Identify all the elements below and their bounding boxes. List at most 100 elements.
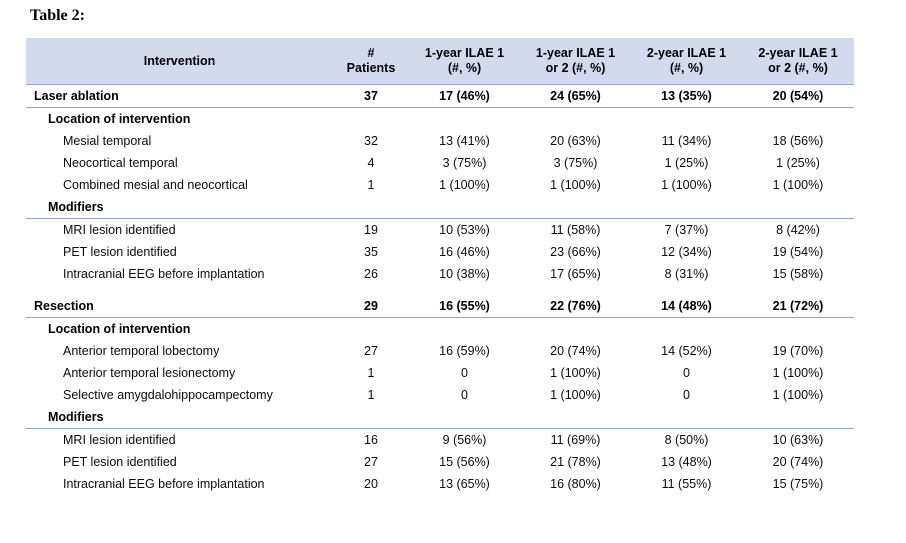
row-value: 1 (100%) <box>550 366 601 380</box>
column-header-2yr-ilae1or2: 2-year ILAE 1 or 2 (#, %) <box>758 46 838 75</box>
row-value: 15 (56%) <box>439 455 490 469</box>
table-row: PET lesion identified 27 15 (56%) 21 (78%) 1… <box>26 451 854 473</box>
row-value: 1 (100%) <box>772 366 824 380</box>
row-value: 11 (69%) <box>550 433 601 447</box>
row-value: 14 (52%) <box>661 344 712 358</box>
row-value: 26 <box>364 267 378 281</box>
table-row: MRI lesion identified 16 9 (56%) 11 (69%) 8 … <box>26 429 854 451</box>
table-row: MRI lesion identified 19 10 (53%) 11 (58%) 7… <box>26 219 854 241</box>
table-row: Intracranial EEG before implantation 20 13… <box>26 473 854 495</box>
row-value: 7 (37%) <box>664 223 709 237</box>
table-row: Selective amygdalohippocampectomy 1 0 1 (10… <box>26 384 854 406</box>
row-value: 1 (25%) <box>776 156 820 170</box>
table-body: Laser ablation 37 17 (46%) 24 (65%) 13 (35%)… <box>26 85 854 495</box>
row-value: 8 (50%) <box>664 433 709 447</box>
column-header-patients: # Patients <box>346 46 396 75</box>
row-label: Location of intervention <box>48 112 191 126</box>
table-caption: Table 2: <box>30 7 85 24</box>
row-value: 16 (55%) <box>439 299 490 313</box>
row-value: 11 (55%) <box>661 477 712 491</box>
row-label: Combined mesial and neocortical <box>63 178 248 192</box>
row-value: 15 (58%) <box>772 267 824 281</box>
row-value: 1 <box>367 366 375 380</box>
table-row: Modifiers <box>26 196 854 219</box>
column-header-1yr-ilae1or2: 1-year ILAE 1 or 2 (#, %) <box>535 46 616 75</box>
row-value: 3 (75%) <box>442 156 487 170</box>
row-label: Neocortical temporal <box>63 156 178 170</box>
row-value: 20 (54%) <box>772 89 824 103</box>
outcomes-table: Intervention # Patients 1-year ILAE 1 (#… <box>26 38 854 495</box>
row-value: 1 (100%) <box>550 178 601 192</box>
row-value: 4 <box>367 156 375 170</box>
row-value: 11 (58%) <box>550 223 601 237</box>
row-value: 16 <box>364 433 378 447</box>
row-value: 19 <box>364 223 378 237</box>
row-value: 1 <box>367 178 375 192</box>
row-label: PET lesion identified <box>63 245 177 259</box>
row-value: 20 (74%) <box>772 455 824 469</box>
row-value: 21 (72%) <box>772 299 824 313</box>
column-header-1yr-ilae1: 1-year ILAE 1 (#, %) <box>424 46 505 75</box>
row-label: MRI lesion identified <box>63 433 176 447</box>
table-row: Combined mesial and neocortical 1 1 (100%)… <box>26 174 854 196</box>
row-value: 9 (56%) <box>442 433 487 447</box>
row-value: 10 (63%) <box>772 433 824 447</box>
row-value: 32 <box>364 134 378 148</box>
row-value: 0 <box>683 366 690 380</box>
row-value: 16 (80%) <box>550 477 601 491</box>
row-value: 21 (78%) <box>550 455 601 469</box>
row-value: 15 (75%) <box>772 477 824 491</box>
row-label: Selective amygdalohippocampectomy <box>63 388 273 402</box>
row-label: Anterior temporal lobectomy <box>63 344 220 358</box>
row-value: 1 (25%) <box>664 156 709 170</box>
row-value: 19 (70%) <box>772 344 824 358</box>
row-value: 27 <box>364 455 378 469</box>
row-label: Intracranial EEG before implantation <box>63 267 265 281</box>
row-value: 17 (46%) <box>439 89 490 103</box>
row-value: 16 (59%) <box>439 344 490 358</box>
row-value: 29 <box>364 299 378 313</box>
table-header-row: Intervention # Patients 1-year ILAE 1 (#… <box>26 38 854 85</box>
row-label: Modifiers <box>48 200 104 214</box>
row-label: Location of intervention <box>48 322 191 336</box>
table-row: Laser ablation 37 17 (46%) 24 (65%) 13 (35%)… <box>26 85 854 108</box>
row-value: 13 (41%) <box>439 134 490 148</box>
table-row: Neocortical temporal 4 3 (75%) 3 (75%) 1 (25… <box>26 152 854 174</box>
row-value: 17 (65%) <box>550 267 601 281</box>
row-value: 37 <box>364 89 378 103</box>
row-value: 10 (38%) <box>439 267 490 281</box>
row-value: 8 (42%) <box>776 223 820 237</box>
row-value: 1 (100%) <box>550 388 601 402</box>
row-value: 20 (74%) <box>550 344 601 358</box>
row-value: 0 <box>461 388 468 402</box>
row-value: 16 (46%) <box>439 245 490 259</box>
table-row: Anterior temporal lesionectomy 1 0 1 (100%)… <box>26 362 854 384</box>
row-value: 1 (100%) <box>439 178 490 192</box>
table-row: Location of intervention <box>26 318 854 340</box>
table-row: PET lesion identified 35 16 (46%) 23 (66%) 1… <box>26 241 854 263</box>
row-value: 1 (100%) <box>661 178 712 192</box>
row-value: 8 (31%) <box>664 267 709 281</box>
row-value: 1 (100%) <box>772 388 824 402</box>
row-label: Mesial temporal <box>63 134 152 148</box>
row-value: 24 (65%) <box>550 89 601 103</box>
table-row: Anterior temporal lobectomy 27 16 (59%) 20 … <box>26 340 854 362</box>
row-value: 3 (75%) <box>553 156 598 170</box>
table-row: Modifiers <box>26 406 854 429</box>
row-value: 23 (66%) <box>550 245 601 259</box>
row-value: 0 <box>461 366 468 380</box>
row-value: 20 <box>364 477 378 491</box>
row-label: Anterior temporal lesionectomy <box>63 366 236 380</box>
row-label: Resection <box>34 299 94 313</box>
table-row: Location of intervention <box>26 108 854 130</box>
column-header-intervention: Intervention <box>143 53 216 68</box>
row-value: 10 (53%) <box>439 223 490 237</box>
row-value: 13 (35%) <box>661 89 712 103</box>
table-row: Intracranial EEG before implantation 26 10… <box>26 263 854 285</box>
row-label: MRI lesion identified <box>63 223 176 237</box>
row-value: 11 (34%) <box>661 134 712 148</box>
row-value: 27 <box>364 344 378 358</box>
row-value: 0 <box>683 388 690 402</box>
row-value: 14 (48%) <box>661 299 712 313</box>
row-label: PET lesion identified <box>63 455 177 469</box>
